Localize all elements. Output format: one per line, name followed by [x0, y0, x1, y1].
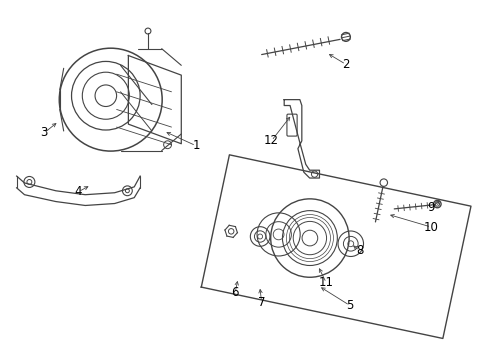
Text: 3: 3	[41, 126, 48, 139]
Text: 5: 5	[346, 299, 353, 312]
Text: 9: 9	[427, 201, 434, 214]
Text: 12: 12	[264, 134, 278, 147]
Text: 1: 1	[192, 139, 199, 152]
Text: 8: 8	[355, 244, 363, 257]
Text: 4: 4	[75, 185, 82, 198]
Text: 6: 6	[231, 286, 239, 299]
Text: 11: 11	[318, 276, 333, 289]
Text: 10: 10	[423, 221, 438, 234]
Text: 7: 7	[257, 296, 265, 309]
Text: 2: 2	[342, 58, 349, 71]
